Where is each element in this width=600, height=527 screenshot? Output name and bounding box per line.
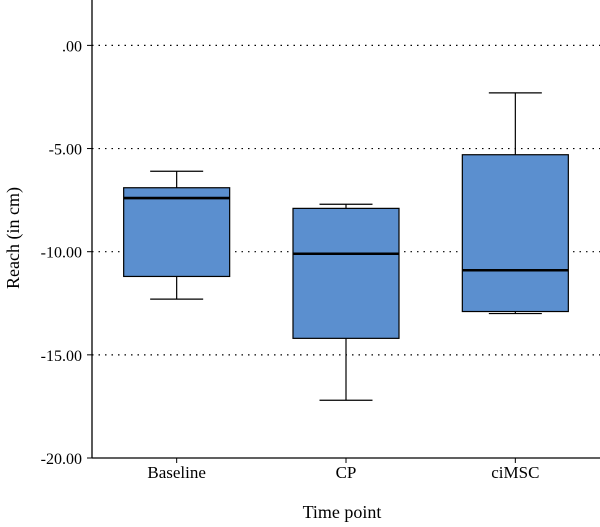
box-group — [123, 170, 231, 300]
y-tick-label: .00 — [62, 38, 82, 55]
box-group — [292, 203, 400, 401]
x-axis-title: Time point — [303, 502, 382, 522]
x-category-label: ciMSC — [491, 463, 539, 482]
y-axis-title: Reach (in cm) — [3, 187, 24, 289]
x-category-label: CP — [336, 463, 357, 482]
boxes — [123, 92, 569, 401]
iqr-box — [461, 154, 569, 313]
axes: .00 -5.00 -10.00 -15.00 -20.00 Baseline CP ciMS… — [41, 0, 600, 482]
y-tick-label: -20.00 — [41, 451, 82, 468]
box-group — [461, 92, 569, 315]
y-tick-label: -5.00 — [49, 142, 82, 159]
iqr-box — [123, 187, 231, 278]
iqr-box — [292, 207, 400, 339]
y-tick-label: -10.00 — [41, 245, 82, 262]
y-tick-label: -15.00 — [41, 348, 82, 365]
x-category-label: Baseline — [147, 463, 206, 482]
